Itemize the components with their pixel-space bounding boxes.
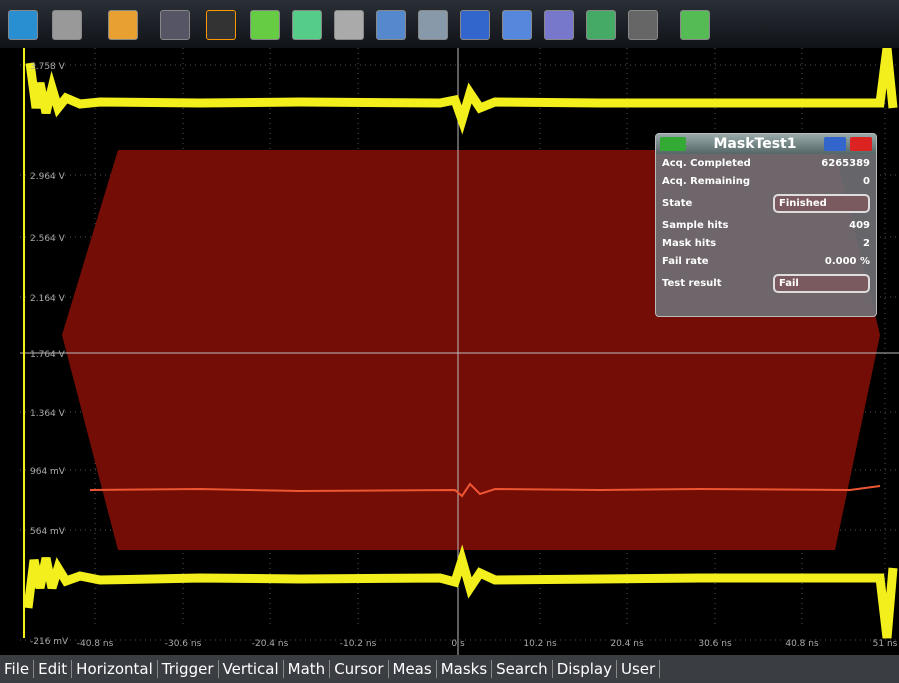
signal-button[interactable] — [680, 10, 710, 40]
histogram-button[interactable] — [502, 10, 532, 40]
x-axis-label: 10.2 ns — [523, 639, 557, 649]
zoom-in-button[interactable] — [292, 10, 322, 40]
row-value: 0 — [863, 175, 870, 187]
menu-item[interactable]: User — [617, 660, 661, 678]
toolbar — [0, 0, 899, 48]
zoom-off-button[interactable] — [334, 10, 364, 40]
measure-button[interactable] — [418, 10, 448, 40]
dialog-icon[interactable] — [660, 137, 686, 151]
y-axis-label: 2.564 V — [30, 234, 66, 244]
dialog-row: Sample hits 409 — [656, 216, 876, 234]
x-axis-label: 51 ns — [873, 639, 898, 649]
x-axis-label: -20.4 ns — [252, 639, 289, 649]
dialog-rows: Acq. Completed 6265389 Acq. Remaining 0 Stat… — [656, 154, 876, 296]
dialog-row: Mask hits 2 — [656, 234, 876, 252]
x-axis-label: 0 s — [451, 639, 465, 649]
x-axis-label: 40.8 ns — [785, 639, 819, 649]
dialog-row: Acq. Completed 6265389 — [656, 154, 876, 172]
menu-bar: File Edit Horizontal Trigger Vertical Math Cur… — [0, 655, 899, 683]
menu-item[interactable]: Trigger — [158, 660, 219, 678]
row-label: State — [662, 197, 693, 209]
menu-item[interactable]: Display — [553, 660, 617, 678]
axis-labels: 3.758 V 2.964 V 2.564 V 2.164 V 1.764 V 1.364… — [30, 62, 898, 649]
row-label: Mask hits — [662, 237, 717, 249]
row-value: 2 — [863, 237, 870, 249]
row-label: Fail rate — [662, 255, 709, 267]
dialog-title: MaskTest1 — [713, 136, 797, 152]
x-axis-label: -10.2 ns — [340, 639, 377, 649]
search-button[interactable] — [586, 10, 616, 40]
y-axis-label: 3.758 V — [30, 62, 66, 72]
x-axis-label: 20.4 ns — [610, 639, 644, 649]
row-value: 0.000 % — [824, 255, 870, 267]
y-axis-label: 2.964 V — [30, 172, 66, 182]
fft-button[interactable] — [544, 10, 574, 40]
menu-item[interactable]: Masks — [437, 660, 493, 678]
mid-trace — [89, 482, 881, 498]
dialog-row: State Finished — [656, 190, 876, 216]
dialog-header: MaskTest1 — [656, 134, 876, 154]
menu-item[interactable]: Edit — [34, 660, 73, 678]
x-axis-label: -30.6 ns — [165, 639, 202, 649]
dialog-row: Test result Fail — [656, 270, 876, 296]
y-axis-label: -216 mV — [30, 637, 69, 647]
y-axis-label: 564 mV — [30, 527, 66, 537]
dialog-row: Fail rate 0.000 % — [656, 252, 876, 270]
menu-item[interactable]: File — [0, 660, 35, 678]
dialog-row: Acq. Remaining 0 — [656, 172, 876, 190]
y-axis-label: 1.764 V — [30, 350, 66, 360]
minimize-button[interactable] — [824, 137, 846, 151]
y-axis-label: 2.164 V — [30, 294, 66, 304]
row-label: Test result — [662, 277, 722, 289]
back-button[interactable] — [8, 10, 38, 40]
menu-item[interactable]: Vertical — [219, 660, 284, 678]
row-value: 409 — [849, 219, 870, 231]
row-value: Finished — [773, 193, 870, 213]
menu-item[interactable]: Search — [492, 660, 553, 678]
menu-item[interactable]: Math — [284, 660, 331, 678]
lower-waveform — [23, 544, 898, 639]
zoom-button[interactable] — [250, 10, 280, 40]
menu-item[interactable]: Meas — [389, 660, 437, 678]
layout-button[interactable] — [160, 10, 190, 40]
mask-button[interactable] — [460, 10, 490, 40]
menu-item[interactable]: Horizontal — [72, 660, 158, 678]
y-axis-label: 1.364 V — [30, 409, 66, 419]
x-axis-label: -40.8 ns — [77, 639, 114, 649]
row-value: Fail — [773, 273, 870, 293]
cursor-button[interactable] — [376, 10, 406, 40]
save-button[interactable] — [628, 10, 658, 40]
menu-item[interactable]: Cursor — [330, 660, 389, 678]
row-label: Acq. Completed — [662, 157, 751, 169]
forward-button[interactable] — [52, 10, 82, 40]
close-button[interactable] — [850, 137, 872, 151]
row-label: Sample hits — [662, 219, 729, 231]
row-label: Acq. Remaining — [662, 175, 751, 187]
pointer-button[interactable] — [206, 10, 236, 40]
mask-test-dialog: MaskTest1 Acq. Completed 6265389 Acq. Rema… — [655, 133, 877, 317]
help-button[interactable] — [108, 10, 138, 40]
row-value: 6265389 — [821, 157, 870, 169]
upper-waveform — [25, 48, 898, 135]
x-axis-label: 30.6 ns — [698, 639, 732, 649]
y-axis-label: 964 mV — [30, 467, 66, 477]
